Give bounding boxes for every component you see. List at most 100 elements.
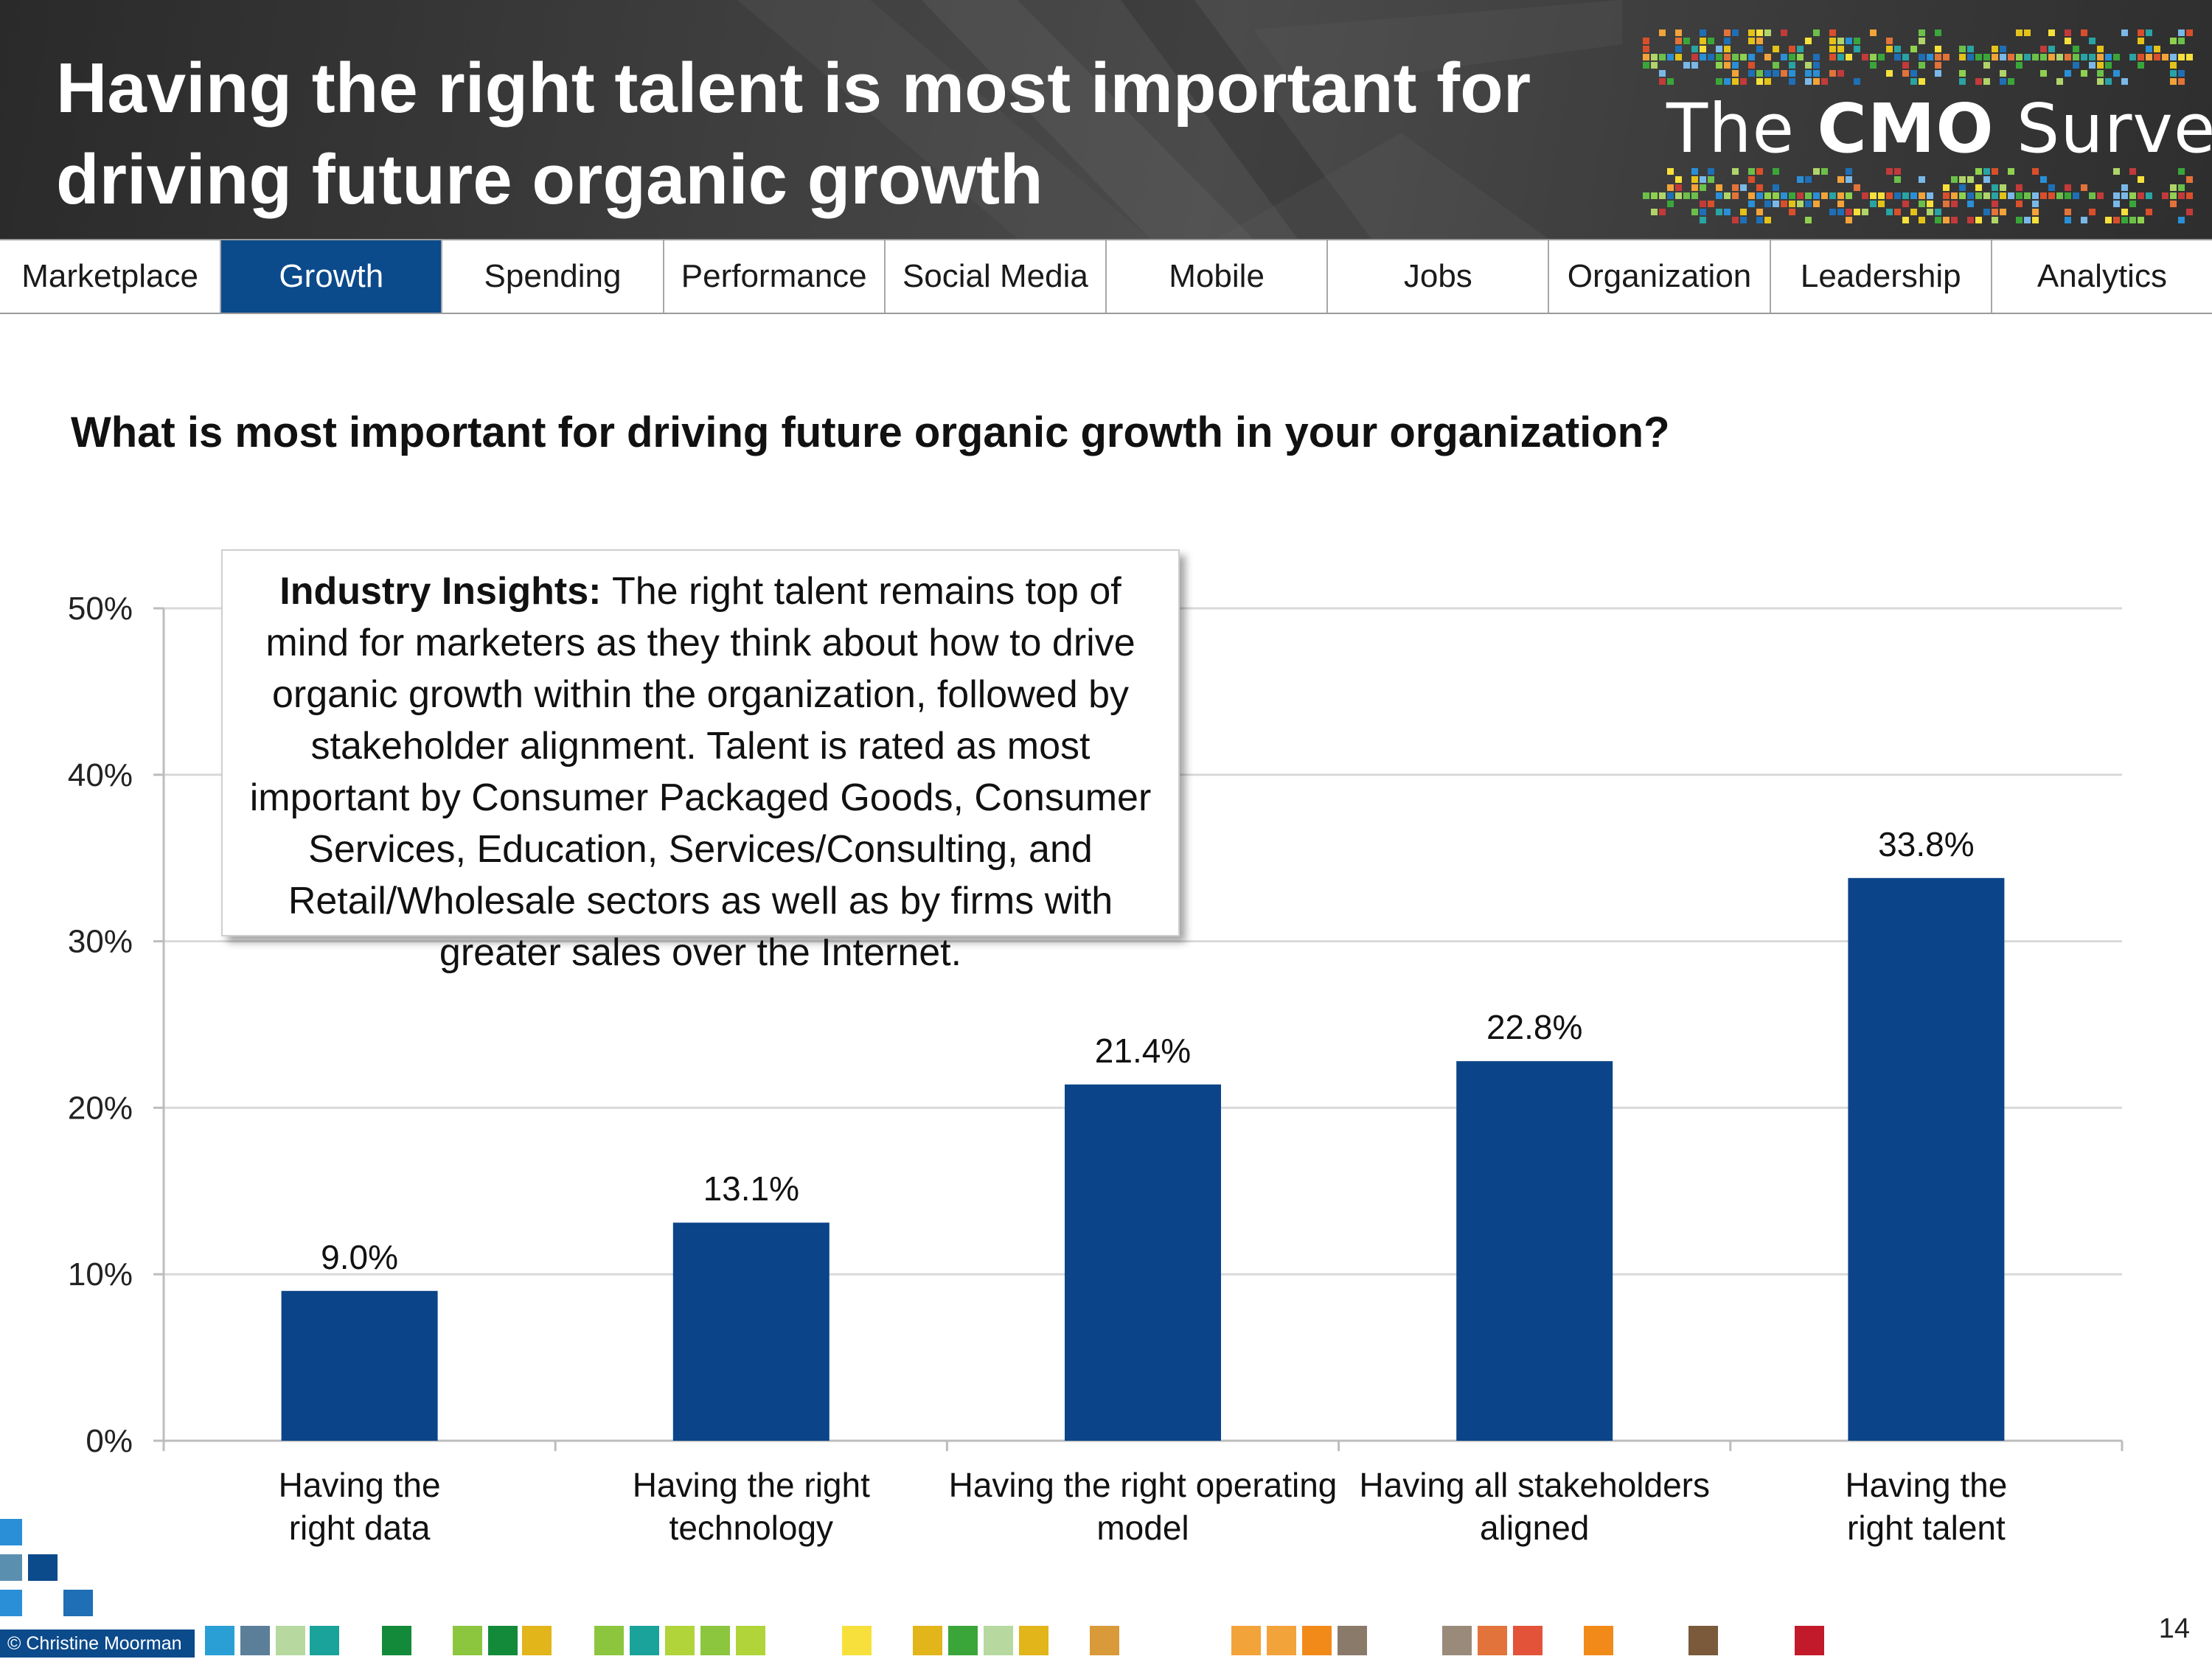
logo-pixel bbox=[1724, 192, 1731, 199]
logo-pixel bbox=[1732, 62, 1739, 69]
logo-pixel bbox=[2138, 176, 2144, 183]
logo-pixel bbox=[2138, 62, 2144, 69]
y-tick-label: 20% bbox=[68, 1090, 133, 1126]
logo-pixel bbox=[1773, 168, 1779, 175]
tab-social-media[interactable]: Social Media bbox=[886, 240, 1107, 313]
footer-pixel bbox=[665, 1626, 695, 1655]
logo-pixel bbox=[1854, 46, 1860, 52]
section-nav: Marketplace Growth Spending Performance … bbox=[0, 239, 2212, 314]
logo-pixel bbox=[1716, 62, 1722, 69]
logo-pixel bbox=[2121, 78, 2128, 85]
logo-pixel bbox=[1854, 78, 1860, 85]
tab-leadership[interactable]: Leadership bbox=[1771, 240, 1992, 313]
logo-pixel bbox=[1724, 209, 1731, 215]
tab-marketplace[interactable]: Marketplace bbox=[0, 240, 222, 313]
logo-pixel bbox=[1797, 176, 1804, 183]
logo-pixel bbox=[2000, 78, 2006, 85]
tab-analytics[interactable]: Analytics bbox=[2037, 258, 2167, 294]
logo-pixel bbox=[2008, 54, 2014, 60]
logo-pixel bbox=[2040, 70, 2047, 77]
logo-pixel bbox=[1675, 29, 1682, 36]
logo-pixel bbox=[1805, 192, 1812, 199]
logo-pixel bbox=[2065, 29, 2071, 36]
logo-pixel bbox=[1691, 54, 1698, 60]
logo-pixel bbox=[1732, 184, 1739, 191]
logo-pixel bbox=[1764, 192, 1771, 199]
logo-pixel bbox=[1813, 70, 1820, 77]
logo-pixel bbox=[1983, 192, 1990, 199]
logo-pixel bbox=[2113, 54, 2120, 60]
logo-pixel bbox=[1829, 38, 1836, 44]
footer-pixel bbox=[1513, 1626, 1543, 1655]
logo-pixel bbox=[2105, 54, 2112, 60]
logo-pixel bbox=[2081, 70, 2087, 77]
logo-pixel bbox=[2129, 168, 2136, 175]
logo-pixel bbox=[2081, 29, 2087, 36]
logo-pixel bbox=[2170, 70, 2177, 77]
logo-pixel bbox=[2024, 29, 2031, 36]
logo-pixel bbox=[2089, 62, 2096, 69]
footer-pixel bbox=[0, 1519, 22, 1545]
logo-pixel bbox=[1756, 217, 1763, 223]
logo-pixel bbox=[1919, 217, 1925, 223]
logo-pixel bbox=[1837, 70, 1844, 77]
footer-pixel bbox=[205, 1626, 234, 1655]
logo-pixel bbox=[1764, 70, 1771, 77]
logo-pixel bbox=[2178, 78, 2185, 85]
logo-pixel bbox=[2056, 192, 2063, 199]
logo-pixel bbox=[1683, 38, 1690, 44]
logo-pixel bbox=[1813, 62, 1820, 69]
tab-spending[interactable]: Spending bbox=[442, 240, 664, 313]
tab-growth[interactable]: Growth bbox=[221, 240, 443, 313]
footer-pixel bbox=[1338, 1626, 1367, 1655]
logo-pixel bbox=[2113, 201, 2120, 207]
logo-pixel bbox=[1756, 70, 1763, 77]
logo-pixel bbox=[2024, 192, 2031, 199]
logo-pixel bbox=[1902, 62, 1909, 69]
logo-pixel bbox=[2113, 217, 2120, 223]
logo-pixel bbox=[1821, 168, 1828, 175]
logo-pixel bbox=[1886, 209, 1893, 215]
logo-pixel bbox=[1789, 192, 1795, 199]
logo-pixel bbox=[1643, 54, 1649, 60]
logo-pixel bbox=[1667, 168, 1674, 175]
tab-performance[interactable]: Performance bbox=[664, 240, 886, 313]
footer-pixel bbox=[453, 1626, 482, 1655]
logo-pixel bbox=[2129, 192, 2136, 199]
logo-pixel bbox=[1837, 209, 1844, 215]
logo-pixel bbox=[1691, 62, 1698, 69]
logo-pixel bbox=[2138, 217, 2144, 223]
logo-pixel bbox=[2121, 184, 2128, 191]
footer-pixel bbox=[594, 1626, 624, 1655]
tab-jobs[interactable]: Jobs bbox=[1328, 240, 1550, 313]
logo-pixel bbox=[2178, 217, 2185, 223]
logo-pixel bbox=[2113, 168, 2120, 175]
logo-pixel bbox=[1708, 38, 1714, 44]
logo-pixel bbox=[1854, 184, 1860, 191]
logo-pixel bbox=[1781, 29, 1787, 36]
logo-pixel bbox=[2016, 62, 2023, 69]
logo-pixel bbox=[2138, 192, 2144, 199]
logo-pixel bbox=[1789, 209, 1795, 215]
logo-pixel bbox=[2073, 46, 2079, 52]
logo-pixel bbox=[1700, 176, 1706, 183]
tab-mobile[interactable]: Mobile bbox=[1107, 240, 1329, 313]
logo-pixel bbox=[1886, 46, 1893, 52]
footer-pixel bbox=[276, 1626, 305, 1655]
tab-organization[interactable]: Organization bbox=[1549, 240, 1771, 313]
x-category-label: model bbox=[1096, 1509, 1189, 1547]
logo-pixel bbox=[1910, 209, 1917, 215]
logo-pixel bbox=[2186, 209, 2193, 215]
logo-pixel bbox=[1773, 192, 1779, 199]
logo-pixel bbox=[2008, 192, 2014, 199]
logo-pixel bbox=[1959, 184, 1966, 191]
logo-pixel bbox=[1797, 192, 1804, 199]
logo-pixel bbox=[1748, 38, 1755, 44]
header-banner: Having the right talent is most importan… bbox=[0, 0, 2212, 239]
logo-pixel bbox=[2048, 54, 2055, 60]
logo-pixel bbox=[1805, 176, 1812, 183]
logo-pixel bbox=[1943, 192, 1950, 199]
logo-pixel bbox=[1700, 38, 1706, 44]
logo-pixel bbox=[1975, 192, 1982, 199]
logo-pixel bbox=[1789, 62, 1795, 69]
